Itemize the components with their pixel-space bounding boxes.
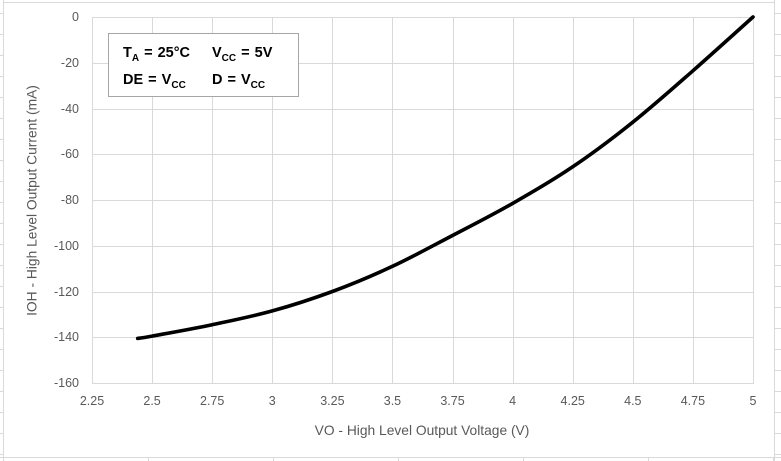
ioh-curve xyxy=(135,15,755,341)
x-tick-label: 3 xyxy=(268,394,276,408)
x-axis-title: VO - High Level Output Voltage (V) xyxy=(314,423,530,438)
x-tick-label: 2.5 xyxy=(143,394,161,408)
annotation-text: TA = 25°C xyxy=(123,44,191,64)
annotation-text: D = VCC xyxy=(212,71,266,91)
y-tick-label: -60 xyxy=(60,147,79,162)
x-tick-label: 2.75 xyxy=(200,394,225,408)
x-tick-label: 3.75 xyxy=(440,394,465,408)
x-tick-label: 4 xyxy=(509,394,517,408)
y-tick-label: -40 xyxy=(60,101,79,116)
plot-area-border xyxy=(92,17,754,384)
x-tick-label: 4.25 xyxy=(560,394,585,408)
x-tick-label: 3.25 xyxy=(320,394,345,408)
annotation-text: DE = VCC xyxy=(123,71,186,91)
y-tick-label: -20 xyxy=(60,55,79,70)
y-axis-title: IOH - High Level Output Current (mA) xyxy=(24,85,40,316)
x-tick-label: 2.25 xyxy=(79,394,105,408)
y-tick-label: -120 xyxy=(53,284,79,299)
annotation-box: TA = 25°C VCC = 5V DE = VCC D = VCC xyxy=(108,33,299,97)
y-tick-label: 0 xyxy=(72,10,79,24)
x-tick-label: 4.75 xyxy=(680,394,706,408)
x-tick-label: 4.5 xyxy=(624,394,642,408)
y-tick-label: -140 xyxy=(53,330,79,345)
annotation-text: VCC = 5V xyxy=(212,44,273,64)
y-tick-label: -100 xyxy=(53,238,79,253)
x-tick-label: 5 xyxy=(749,394,757,408)
y-tick-label: -80 xyxy=(60,193,79,207)
x-tick-label: 3.5 xyxy=(383,394,402,408)
y-tick-label: -160 xyxy=(53,376,79,390)
